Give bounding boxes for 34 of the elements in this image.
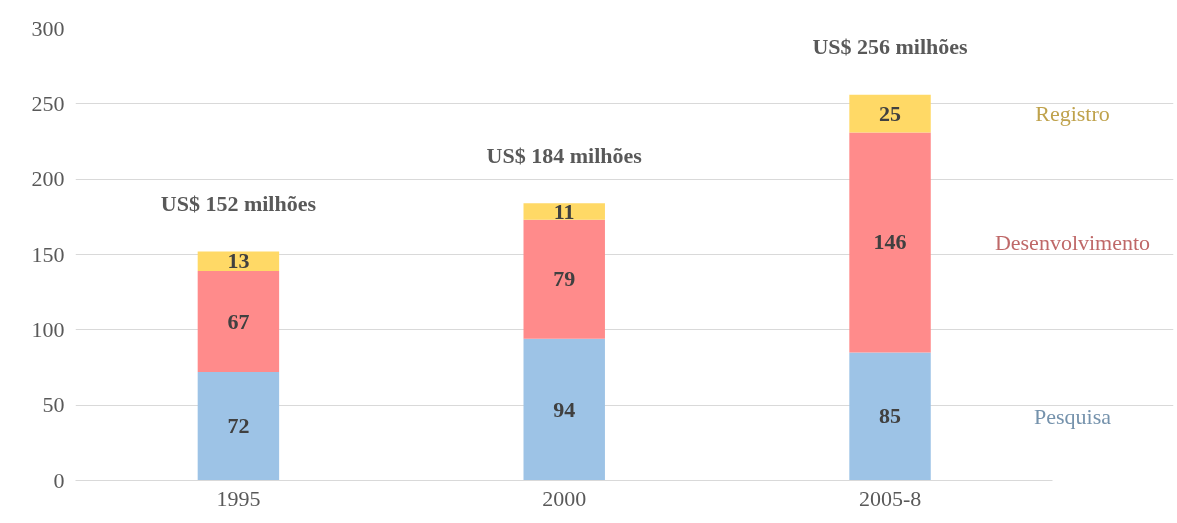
data-label: 94 [553,396,576,422]
data-label: 72 [227,413,250,439]
x-tick-label: 2000 [542,485,587,511]
total-label: US$ 184 milhões [486,142,643,168]
y-tick-label: 300 [31,15,65,41]
data-label: 11 [553,198,575,224]
y-tick-label: 200 [31,166,65,192]
bar [523,219,605,339]
total-label: US$ 152 milhões [160,190,317,216]
bar [849,352,931,481]
data-label: 85 [879,403,902,429]
bar [523,203,605,220]
total-label: US$ 256 milhões [812,34,969,60]
y-tick-label: 250 [31,90,65,116]
y-tick-label: 0 [53,467,65,493]
bar [197,372,280,481]
text: Registro [1035,101,1110,127]
data-label: 13 [227,248,250,274]
bar [197,251,280,272]
y-tick-label: 50 [42,392,65,418]
text: Desenvolvimento [994,229,1151,255]
bar [849,94,931,133]
x-tick-label: 2005-8 [858,485,922,511]
bar [197,271,280,373]
bar [849,132,931,353]
bar [523,338,605,481]
data-label: 146 [873,229,907,255]
data-label: 25 [879,100,902,126]
y-tick-label: 100 [31,316,65,342]
text: Pesquisa [1034,403,1112,429]
data-label: 79 [553,266,576,292]
data-label: 67 [227,308,250,334]
y-tick-label: 150 [31,241,65,267]
x-tick-label: 1995 [216,485,261,511]
